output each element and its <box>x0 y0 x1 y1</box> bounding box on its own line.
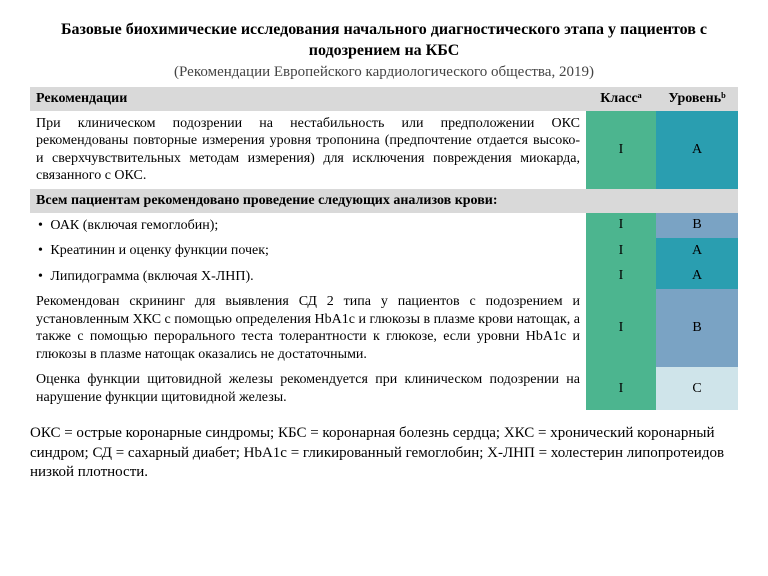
table-row: При клиническом подозрении на нестабильн… <box>30 111 738 189</box>
table-row: Креатинин и оценку функции почек;IA <box>30 238 738 264</box>
level-cell: C <box>656 367 738 410</box>
recommendation-cell: Рекомендован скрининг для выявления СД 2… <box>30 289 586 367</box>
col-header-class: Классᵃ <box>586 87 656 111</box>
table-row: ОАК (включая гемоглобин);IB <box>30 213 738 239</box>
class-cell: I <box>586 238 656 264</box>
level-cell: A <box>656 238 738 264</box>
col-header-recommendations: Рекомендации <box>30 87 586 111</box>
table-row: Оценка функции щитовидной железы рекомен… <box>30 367 738 410</box>
recommendation-cell: При клиническом подозрении на нестабильн… <box>30 111 586 189</box>
table-section-row: Всем пациентам рекомендовано проведение … <box>30 189 738 213</box>
table-row: Липидограмма (включая Х-ЛНП).IA <box>30 264 738 290</box>
class-cell: I <box>586 111 656 189</box>
table-header-row: Рекомендации Классᵃ Уровеньᵇ <box>30 87 738 111</box>
class-cell: I <box>586 213 656 239</box>
recommendation-cell: ОАК (включая гемоглобин); <box>30 213 586 239</box>
level-cell: A <box>656 264 738 290</box>
section-header-cell: Всем пациентам рекомендовано проведение … <box>30 189 738 213</box>
class-cell: I <box>586 367 656 410</box>
class-cell: I <box>586 264 656 290</box>
level-cell: A <box>656 111 738 189</box>
table-row: Рекомендован скрининг для выявления СД 2… <box>30 289 738 367</box>
level-cell: B <box>656 289 738 367</box>
level-cell: B <box>656 213 738 239</box>
recommendations-table: Рекомендации Классᵃ Уровеньᵇ При клиниче… <box>30 87 738 411</box>
col-header-level: Уровеньᵇ <box>656 87 738 111</box>
recommendation-cell: Креатинин и оценку функции почек; <box>30 238 586 264</box>
page-subtitle: (Рекомендации Европейского кардиологичес… <box>30 64 738 81</box>
abbreviations-footer: ОКС = острые коронарные синдромы; КБС = … <box>30 424 738 483</box>
class-cell: I <box>586 289 656 367</box>
page-title: Базовые биохимические исследования начал… <box>30 20 738 62</box>
recommendation-cell: Липидограмма (включая Х-ЛНП). <box>30 264 586 290</box>
recommendation-cell: Оценка функции щитовидной железы рекомен… <box>30 367 586 410</box>
